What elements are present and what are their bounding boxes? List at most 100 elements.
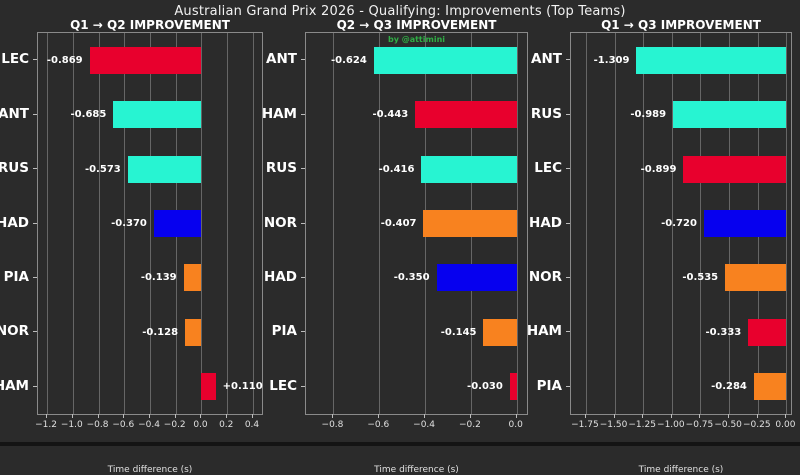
x-axis-tick-label: −1.25	[628, 420, 656, 430]
driver-label: PIA	[271, 323, 297, 340]
x-axis-label: Time difference (s)	[374, 465, 459, 475]
x-axis-tick	[642, 414, 644, 418]
bar-rus	[127, 155, 202, 183]
y-axis-tick	[33, 113, 37, 115]
x-axis-tick	[756, 414, 758, 418]
x-axis-tick	[46, 414, 47, 418]
bar-ant	[373, 46, 517, 74]
x-axis-tick-label: −0.2	[458, 420, 481, 430]
bar-ant	[636, 46, 787, 74]
x-axis-tick	[613, 414, 615, 418]
driver-label: HAD	[0, 214, 29, 231]
x-axis-tick-label: −0.4	[413, 420, 436, 430]
x-axis-tick	[97, 414, 99, 418]
driver-label: HAM	[526, 323, 562, 340]
driver-label: PIA	[3, 268, 29, 285]
plot-area-q1-q3: -1.309 -0.989 -0.899 -0.720 -0.535 -0.333 -0.2…	[570, 32, 792, 415]
plot-area-q2-q3: by @attimini -0.624 -0.443 -0.416 -0.407 -0.…	[305, 32, 528, 415]
y-axis-tick	[566, 331, 570, 333]
x-axis-label: Time difference (s)	[107, 465, 193, 475]
grid-line	[98, 33, 100, 414]
driver-label: RUS	[265, 160, 297, 177]
plot-area-q1-q2: -0.869 -0.685 -0.573 -0.370 -0.139 -0.128 +0.1…	[37, 32, 263, 415]
bar-value-label: -0.869	[46, 54, 83, 66]
x-axis-tick	[174, 414, 176, 418]
bar-value-label: -0.145	[440, 326, 477, 338]
credit-watermark: by @attimini	[387, 35, 446, 44]
bar-value-label: -0.989	[630, 109, 667, 121]
x-axis-tick-label: −1.75	[571, 420, 599, 430]
driver-label: NOR	[0, 323, 29, 340]
bar-value-label: -0.350	[393, 272, 430, 284]
bar-had	[703, 210, 787, 237]
driver-label: LEC	[269, 377, 297, 394]
bar-value-label: -0.899	[640, 163, 677, 175]
grid-line	[252, 33, 254, 414]
bar-value-label: -0.139	[140, 272, 177, 284]
x-axis-tick	[149, 414, 150, 418]
bar-rus	[673, 101, 787, 129]
bar-ham	[748, 318, 787, 346]
grid-line	[671, 33, 673, 414]
x-axis-tick-label: −1.50	[599, 420, 628, 430]
x-axis-tick	[226, 414, 228, 418]
driver-label: HAD	[529, 214, 562, 231]
driver-label: NOR	[528, 268, 562, 285]
x-axis-tick-label: −0.2	[163, 420, 186, 430]
x-axis-tick-label: −1.2	[35, 420, 57, 430]
x-axis-tick-label: −0.8	[86, 420, 109, 430]
x-axis-tick	[728, 414, 730, 418]
bar-value-label: -0.624	[331, 54, 367, 66]
x-axis-tick	[670, 414, 672, 418]
y-axis-tick	[566, 113, 570, 115]
driver-label: NOR	[263, 214, 297, 231]
y-axis-tick	[301, 222, 305, 224]
y-axis-tick	[33, 222, 37, 224]
bar-ham	[415, 101, 517, 129]
chart-title: Australian Grand Prix 2026 - Qualifying:…	[174, 4, 626, 19]
grid-line	[585, 33, 587, 414]
y-axis-tick	[33, 276, 37, 278]
x-axis-label: Time difference (s)	[638, 465, 724, 475]
bar-value-label: -0.407	[380, 218, 417, 229]
grid-line	[700, 33, 702, 414]
x-axis-tick-label: −0.50	[714, 420, 742, 430]
y-axis-tick	[566, 168, 570, 170]
y-axis-tick	[566, 276, 570, 278]
bar-value-label: -0.443	[372, 109, 409, 121]
driver-label: LEC	[1, 51, 29, 68]
x-axis-tick	[251, 414, 253, 418]
grid-line	[643, 33, 645, 414]
bar-nor	[725, 264, 787, 292]
y-axis-tick	[566, 222, 570, 224]
panel-title: Q1 → Q3 IMPROVEMENT	[601, 18, 761, 32]
bar-value-label: -0.720	[661, 218, 697, 229]
bar-value-label: +0.110	[222, 381, 263, 393]
x-axis-tick-label: −0.6	[367, 420, 390, 430]
bar-value-label: -0.284	[711, 381, 747, 393]
y-axis-tick	[301, 59, 305, 61]
x-axis-tick-label: −1.0	[60, 420, 83, 430]
grid-line	[379, 33, 381, 414]
bar-value-label: -0.416	[378, 163, 415, 175]
x-axis-tick-label: 0.2	[219, 420, 234, 430]
y-axis-tick	[301, 168, 305, 170]
bar-nor	[185, 318, 202, 346]
x-axis-tick-label: −0.6	[112, 420, 135, 430]
driver-label: HAM	[0, 377, 29, 394]
grid-line	[614, 33, 616, 414]
panel-q1-q2: Q1 → Q2 IMPROVEMENT -0.869 -0.685 -0.573 -0…	[0, 18, 263, 475]
bar-ant	[113, 101, 202, 129]
y-axis-tick	[301, 276, 305, 278]
grid-line	[47, 33, 48, 414]
panel-title: Q1 → Q2 IMPROVEMENT	[70, 18, 230, 32]
y-axis-tick	[301, 113, 305, 115]
x-axis-tick-label: −0.4	[138, 420, 160, 430]
figure: Australian Grand Prix 2026 - Qualifying:…	[0, 4, 800, 475]
panel-q1-q3: Q1 → Q3 IMPROVEMENT -1.309 -0.989 -0.899 -0…	[527, 18, 796, 475]
driver-label: ANT	[531, 51, 562, 68]
panel-title: Q2 → Q3 IMPROVEMENT	[336, 18, 497, 32]
x-axis-tick	[71, 414, 73, 418]
x-axis-tick-label: −0.25	[742, 420, 771, 430]
driver-label: ANT	[266, 51, 297, 68]
